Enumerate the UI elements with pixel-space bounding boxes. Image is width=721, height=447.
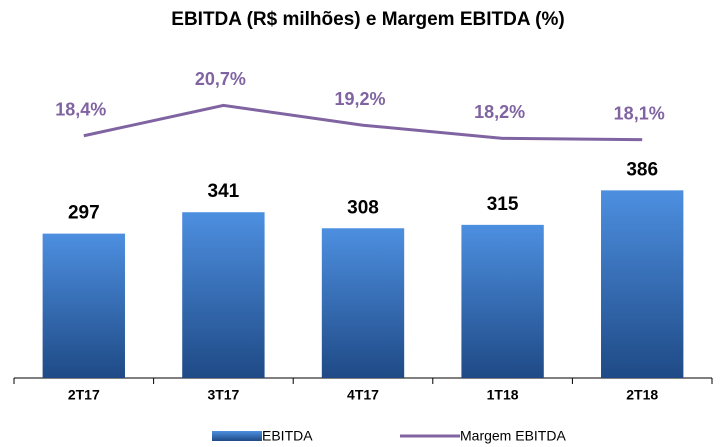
bar-label: 308: [347, 197, 379, 218]
chart-title: EBITDA (R$ milhões) e Margem EBITDA (%): [171, 9, 564, 30]
x-tick-label: 2T17: [68, 387, 100, 403]
line-label: 20,7%: [195, 69, 246, 89]
legend-swatch: [212, 431, 262, 441]
bar-label: 297: [68, 203, 100, 224]
line-label: 19,2%: [334, 89, 385, 109]
line-label: 18,2%: [474, 102, 525, 122]
x-tick-label: 2T18: [626, 387, 658, 403]
bar-label: 341: [208, 181, 240, 202]
x-tick-label: 4T17: [347, 387, 379, 403]
legend-label: Margem EBITDA: [460, 428, 566, 444]
bar: [182, 212, 265, 378]
line-label: 18,1%: [614, 103, 665, 123]
bar: [601, 190, 684, 378]
x-tick-label: 1T18: [487, 387, 519, 403]
bar: [321, 228, 405, 378]
line-label: 18,4%: [55, 99, 106, 119]
line: [83, 103, 643, 142]
bar-label: 315: [487, 194, 519, 215]
bar-label: 386: [626, 159, 658, 180]
bar: [42, 233, 125, 378]
x-tick-label: 3T17: [207, 387, 239, 403]
legend-label: EBITDA: [262, 428, 313, 444]
bar: [461, 224, 544, 378]
